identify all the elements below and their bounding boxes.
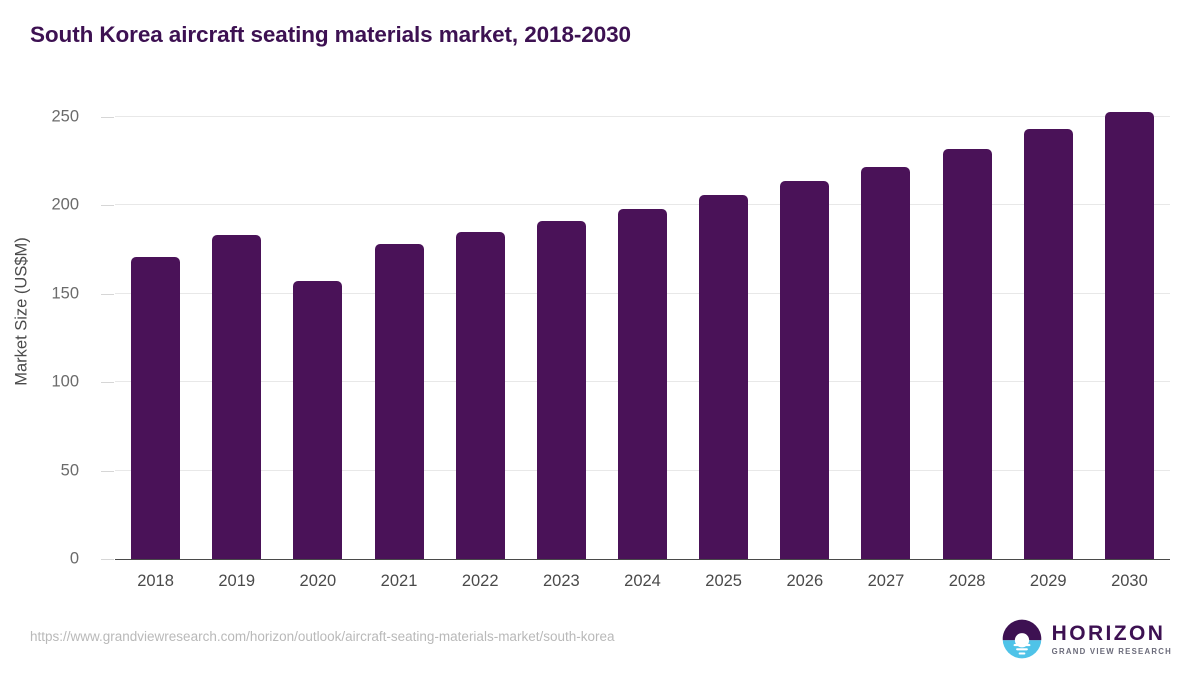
bar-2021[interactable] <box>374 244 424 559</box>
y-tick-label: 50 <box>60 461 79 480</box>
y-tick-mark <box>101 205 114 207</box>
bar-2029[interactable] <box>1023 129 1073 559</box>
source-url[interactable]: https://www.grandviewresearch.com/horizo… <box>30 629 615 644</box>
x-tick-label-2029: 2029 <box>1029 572 1067 590</box>
x-tick-label-2021: 2021 <box>380 572 418 590</box>
horizon-sun-logo-icon <box>1002 619 1041 659</box>
x-axis-line <box>115 558 1170 560</box>
bar-2023[interactable] <box>536 221 586 559</box>
bar-2026[interactable] <box>780 180 830 559</box>
x-tick-label-2023: 2023 <box>542 572 580 590</box>
x-tick-label-2027: 2027 <box>867 572 905 590</box>
plot-area <box>101 111 1170 560</box>
y-tick-mark <box>101 559 114 560</box>
y-tick-mark <box>101 382 114 384</box>
y-axis-title: Market Size (US$M) <box>12 237 31 386</box>
x-tick-label-2025: 2025 <box>705 572 742 590</box>
bar-2028[interactable] <box>942 148 992 559</box>
bar-2020[interactable] <box>293 281 343 559</box>
x-tick-label-2026: 2026 <box>786 572 824 590</box>
x-tick-label-2030: 2030 <box>1111 572 1148 590</box>
brand-logo: HORIZON GRAND VIEW RESEARCH <box>1001 617 1172 661</box>
y-tick-mark <box>101 470 114 472</box>
page-title: South Korea aircraft seating materials m… <box>30 22 631 47</box>
logo-tagline: GRAND VIEW RESEARCH <box>1051 646 1172 656</box>
bar-2018[interactable] <box>131 256 181 559</box>
x-tick-label-2018: 2018 <box>137 572 174 590</box>
bar-2030[interactable] <box>1104 111 1154 559</box>
bar-2025[interactable] <box>699 194 749 559</box>
gridline <box>115 204 1170 206</box>
gridline <box>115 116 1170 117</box>
x-axis-tick-labels: 2018 2019 2020 2021 2022 2023 2024 2025 2026 2027… <box>115 572 1170 598</box>
x-tick-label-2020: 2020 <box>299 572 337 590</box>
x-tick-label-2019: 2019 <box>218 572 256 590</box>
y-axis-tick-labels: 0 50 100 150 200 250 <box>0 108 97 568</box>
logo-text-block: HORIZON GRAND VIEW RESEARCH <box>1052 623 1172 656</box>
y-tick-label: 200 <box>51 195 79 214</box>
logo-name: HORIZON <box>1051 621 1166 645</box>
x-tick-label-2028: 2028 <box>948 572 986 590</box>
bar-2027[interactable] <box>861 166 911 559</box>
y-tick-label: 250 <box>51 107 79 126</box>
y-tick-label: 100 <box>51 372 79 391</box>
x-tick-label-2022: 2022 <box>461 572 499 590</box>
y-tick-label: 150 <box>51 284 79 303</box>
y-tick-label: 0 <box>69 549 79 568</box>
x-tick-label-2024: 2024 <box>624 572 661 590</box>
y-tick-mark <box>101 293 114 295</box>
bar-2022[interactable] <box>455 231 505 559</box>
bar-2024[interactable] <box>618 208 667 559</box>
y-tick-mark <box>101 117 114 118</box>
bar-2019[interactable] <box>212 235 262 559</box>
